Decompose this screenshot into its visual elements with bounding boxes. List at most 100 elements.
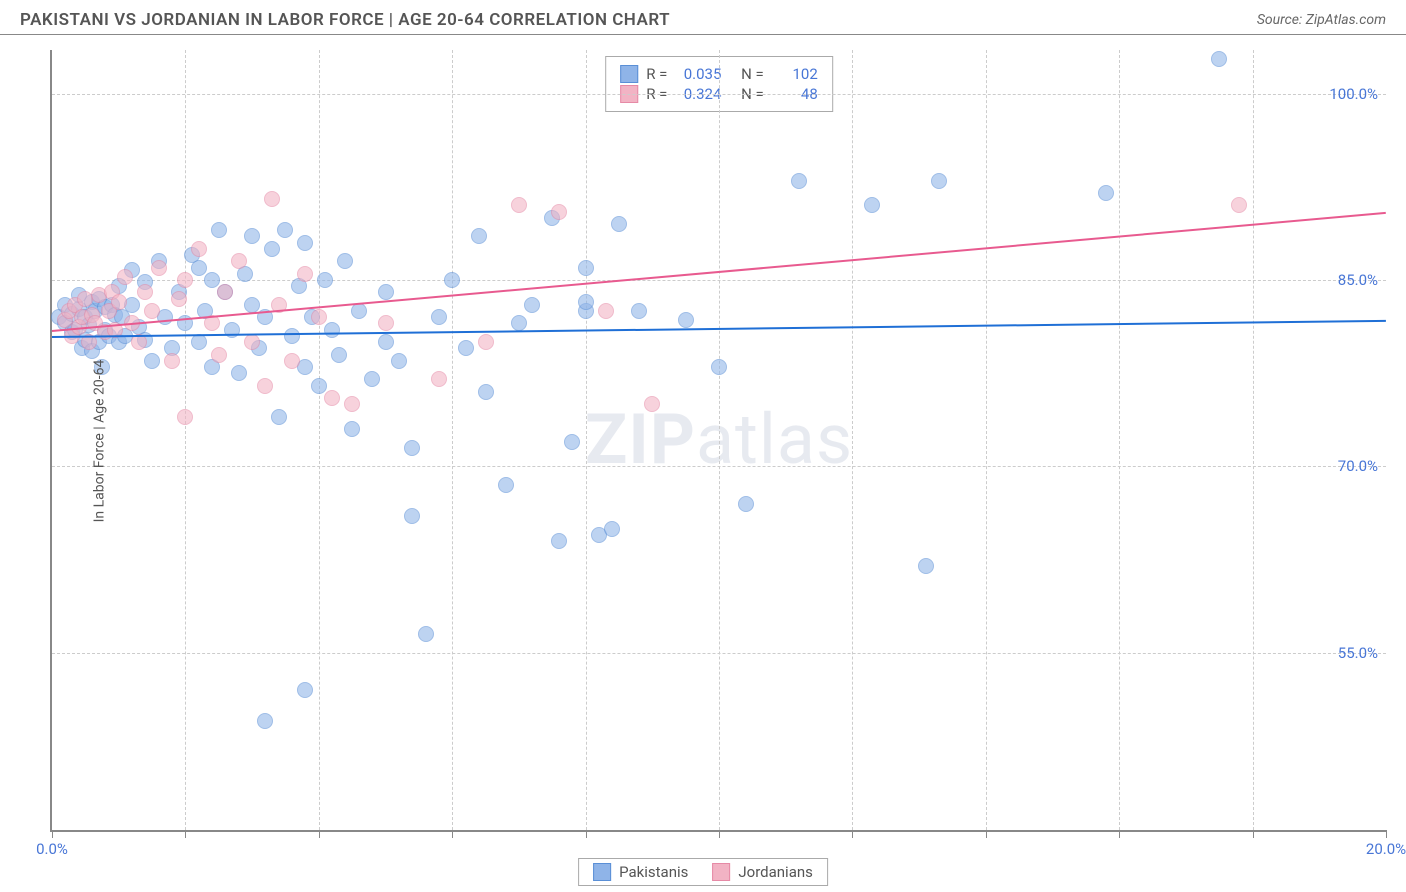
scatter-point — [791, 173, 807, 189]
scatter-point — [604, 521, 620, 537]
scatter-point — [364, 371, 380, 387]
scatter-point — [257, 713, 273, 729]
scatter-point — [471, 228, 487, 244]
scatter-point — [191, 260, 207, 276]
scatter-point — [277, 222, 293, 238]
ytick-label: 55.0% — [1338, 644, 1378, 662]
xtick-label: 20.0% — [1366, 840, 1406, 858]
xtick-mark — [319, 830, 320, 838]
scatter-point — [551, 204, 567, 220]
scatter-point — [378, 284, 394, 300]
scatter-point — [418, 626, 434, 642]
scatter-point — [1231, 197, 1247, 213]
scatter-point — [1098, 185, 1114, 201]
scatter-point — [458, 340, 474, 356]
scatter-point — [444, 272, 460, 288]
scatter-point — [404, 508, 420, 524]
gridline-v — [719, 50, 720, 830]
scatter-point — [931, 173, 947, 189]
scatter-point — [404, 440, 420, 456]
scatter-point — [478, 334, 494, 350]
scatter-point — [257, 378, 273, 394]
scatter-point — [117, 269, 133, 285]
scatter-point — [511, 197, 527, 213]
xtick-mark — [452, 830, 453, 838]
scatter-point — [204, 272, 220, 288]
scatter-point — [311, 309, 327, 325]
scatter-point — [317, 272, 333, 288]
scatter-point — [678, 312, 694, 328]
xtick-mark — [1386, 830, 1387, 838]
scatter-point — [331, 347, 347, 363]
scatter-point — [244, 228, 260, 244]
scatter-point — [478, 384, 494, 400]
legend-swatch-1 — [593, 863, 611, 881]
scatter-point — [144, 303, 160, 319]
legend-swatch-2 — [712, 863, 730, 881]
ytick-label: 85.0% — [1338, 271, 1378, 289]
y-axis-label: In Labor Force | Age 20-64 — [91, 360, 107, 523]
xtick-mark — [185, 830, 186, 838]
scatter-point — [271, 409, 287, 425]
scatter-point — [324, 390, 340, 406]
scatter-point — [431, 371, 447, 387]
scatter-point — [631, 303, 647, 319]
gridline-v — [319, 50, 320, 830]
scatter-point — [171, 291, 187, 307]
scatter-point — [231, 365, 247, 381]
scatter-point — [498, 477, 514, 493]
chart-header: PAKISTANI VS JORDANIAN IN LABOR FORCE | … — [0, 0, 1406, 35]
xtick-mark — [852, 830, 853, 838]
scatter-point — [324, 322, 340, 338]
scatter-point — [644, 396, 660, 412]
scatter-point — [524, 297, 540, 313]
scatter-point — [1211, 51, 1227, 67]
xtick-mark — [586, 830, 587, 838]
scatter-point — [244, 334, 260, 350]
scatter-point — [351, 303, 367, 319]
gridline-v — [452, 50, 453, 830]
scatter-point — [611, 216, 627, 232]
scatter-point — [151, 260, 167, 276]
chart-container: ZIPatlas R = 0.035 N = 102 R = 0.324 N =… — [50, 50, 1386, 832]
scatter-point — [738, 496, 754, 512]
scatter-point — [564, 434, 580, 450]
scatter-point — [177, 409, 193, 425]
scatter-point — [578, 260, 594, 276]
legend-item-2: Jordanians — [712, 863, 813, 881]
scatter-point — [111, 294, 127, 310]
scatter-point — [551, 533, 567, 549]
legend-item-1: Pakistanis — [593, 863, 688, 881]
gridline-v — [852, 50, 853, 830]
scatter-point — [337, 253, 353, 269]
gridline-v — [1119, 50, 1120, 830]
scatter-point — [264, 191, 280, 207]
scatter-point — [344, 396, 360, 412]
scatter-point — [177, 272, 193, 288]
scatter-point — [231, 253, 247, 269]
bottom-legend: Pakistanis Jordanians — [578, 858, 828, 886]
scatter-point — [137, 284, 153, 300]
scatter-point — [378, 334, 394, 350]
scatter-point — [711, 359, 727, 375]
scatter-point — [297, 266, 313, 282]
xtick-mark — [719, 830, 720, 838]
chart-title: PAKISTANI VS JORDANIAN IN LABOR FORCE | … — [20, 10, 670, 30]
scatter-point — [124, 297, 140, 313]
ytick-label: 70.0% — [1338, 457, 1378, 475]
scatter-point — [918, 558, 934, 574]
scatter-point — [511, 315, 527, 331]
swatch-series-1 — [620, 65, 638, 83]
gridline-v — [1253, 50, 1254, 830]
gridline-v — [185, 50, 186, 830]
scatter-point — [344, 421, 360, 437]
gridline-v — [586, 50, 587, 830]
scatter-point — [598, 303, 614, 319]
scatter-point — [284, 328, 300, 344]
scatter-point — [211, 222, 227, 238]
scatter-point — [244, 297, 260, 313]
xtick-mark — [986, 830, 987, 838]
scatter-point — [297, 682, 313, 698]
scatter-point — [284, 353, 300, 369]
scatter-point — [297, 235, 313, 251]
